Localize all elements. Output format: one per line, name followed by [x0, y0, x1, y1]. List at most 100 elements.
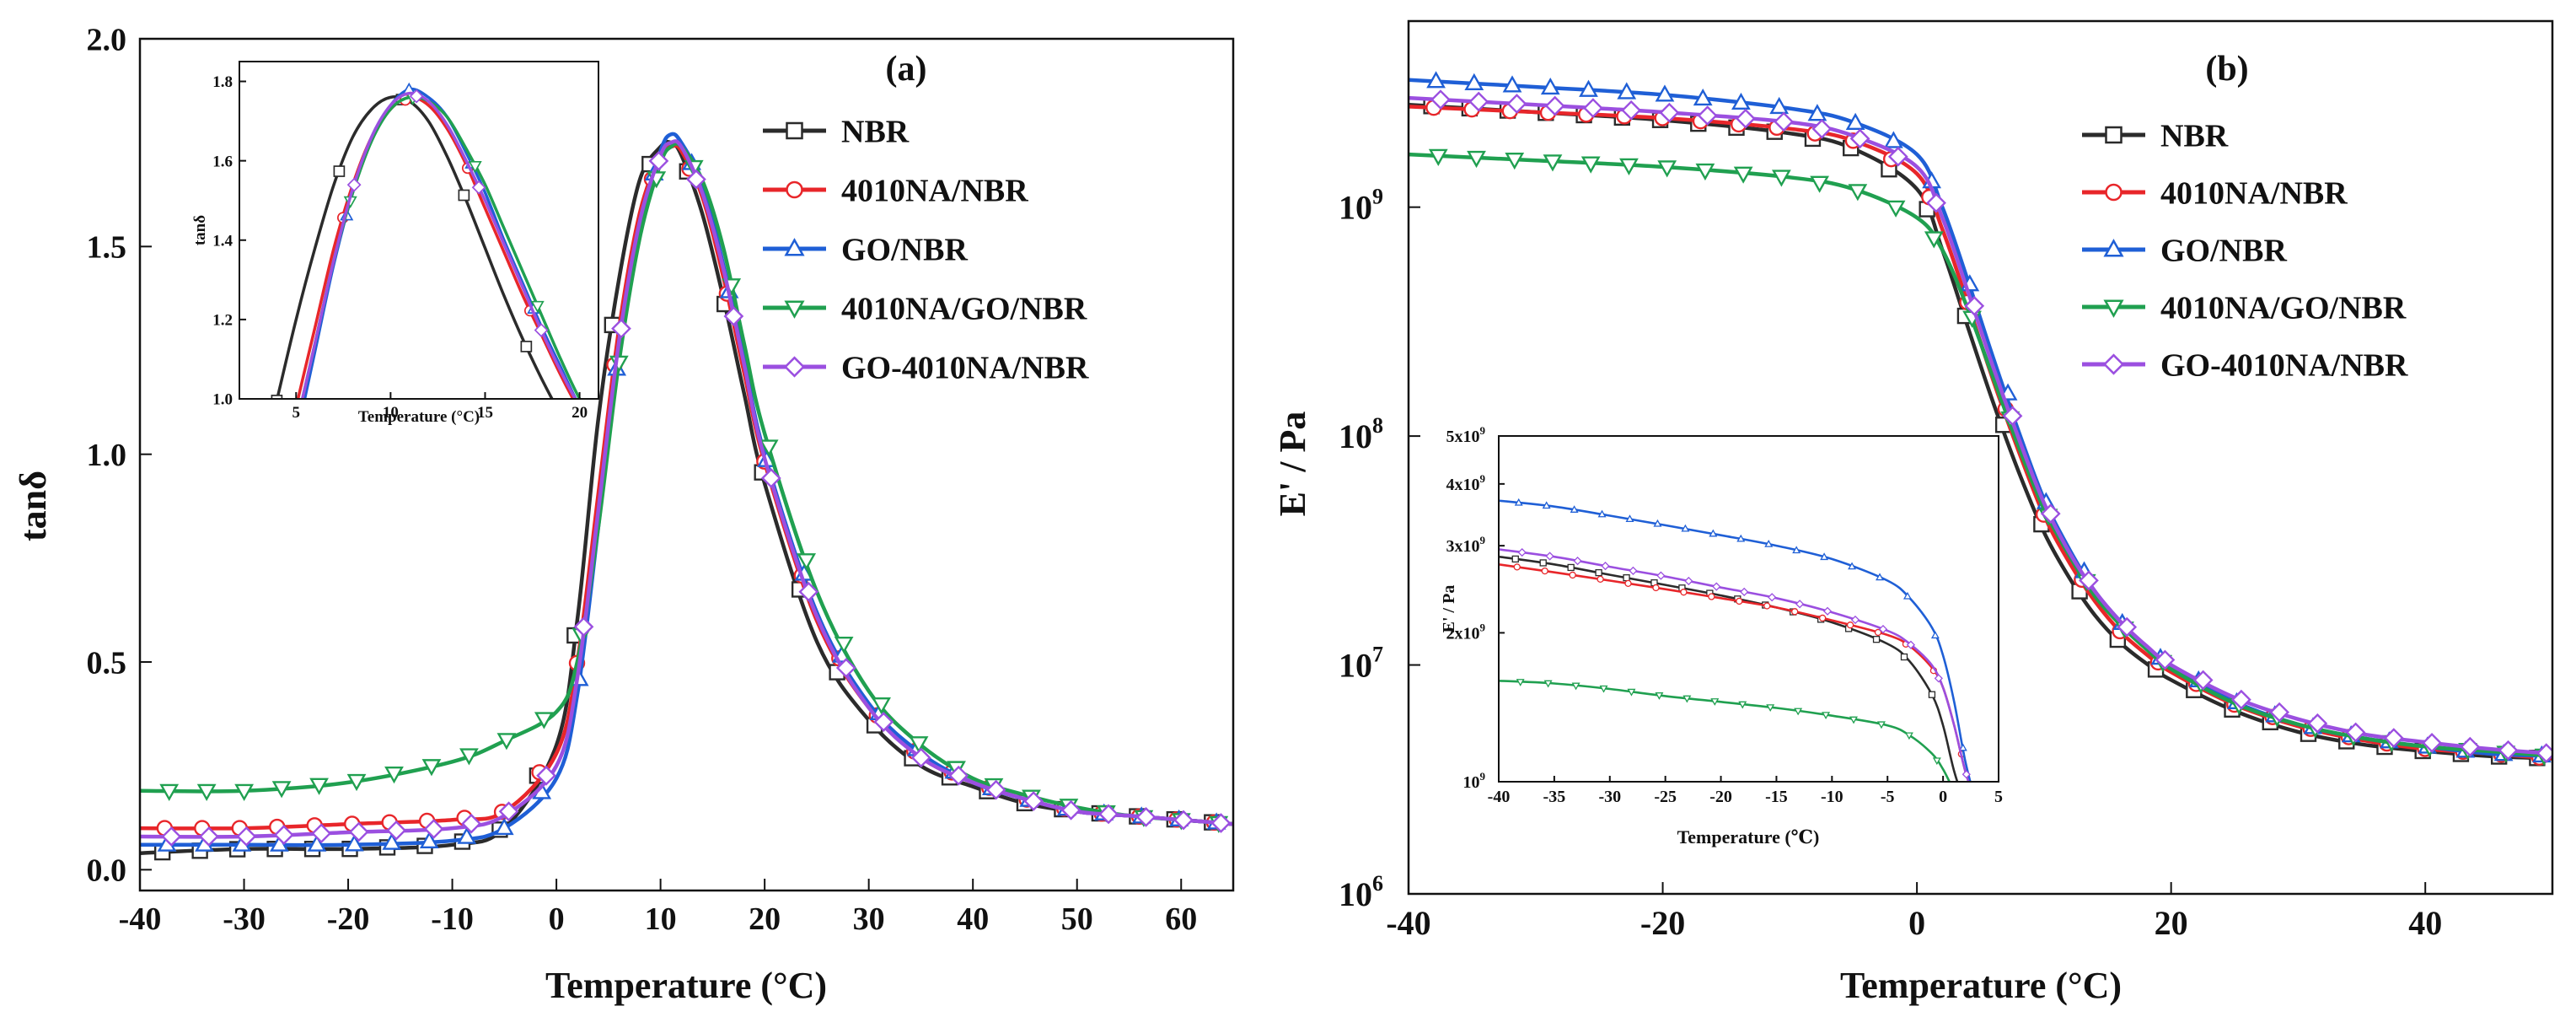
panel-a-x-tick-label: -10	[431, 901, 474, 937]
panel-b-data-point	[1774, 111, 1794, 132]
panel-b-inset-y-tick-label: 3x109	[1446, 534, 1486, 556]
panel-b-inset-data-point	[1599, 685, 1608, 693]
panel-b-data-point	[1657, 160, 1677, 178]
panel-a-data-point	[835, 658, 856, 678]
panel-a-x-tick-label: 60	[1165, 901, 1197, 937]
panel-a-inset-data-point	[534, 323, 549, 337]
panel-b-inset-data-point	[1962, 801, 1968, 807]
panel-b-x-tick-label: 40	[2408, 904, 2442, 942]
panel-a-legend-item: NBR	[763, 115, 910, 150]
panel-b-inset-data-point	[1624, 579, 1632, 588]
panel-b-data-point	[1695, 163, 1715, 181]
panel-a-data-point	[494, 817, 514, 836]
panel-b-inset-x-tick-label: -25	[1654, 788, 1677, 806]
panel-a-data-point	[159, 783, 180, 801]
panel-b-data-point	[2269, 702, 2290, 723]
panel-a-inset-x-tick-label: 15	[477, 404, 493, 422]
panel-b-data-point	[1810, 175, 1830, 193]
panel-a-inset-data-point	[271, 395, 283, 399]
panel-b-inset-data-point	[1656, 571, 1666, 580]
panel-b-legend: NBR 4010NA/NBR GO/NBR 4010NA/GO/NBR GO-4010N…	[2082, 119, 2408, 384]
panel-b-inset-frame	[1498, 435, 1999, 783]
panel-a-inset-x-tick-label: 5	[292, 404, 301, 422]
panel-a-data-point	[457, 826, 477, 844]
panel-b-data-point	[2002, 406, 2023, 427]
panel-b-inset-series-line	[1499, 680, 1951, 782]
panel-a-inset-y-ticks: 1.0 1.2 1.4 1.6 1.8	[212, 73, 246, 409]
panel-b-inset-data-point	[1653, 519, 1662, 527]
panel-b-inset-data-point	[1516, 679, 1525, 686]
panel-b-legend-item: GO-4010NA/NBR	[2082, 348, 2408, 384]
panel-b-inset-series-4010na-go-nbr	[1499, 679, 1968, 807]
panel-a-legend-item: GO/NBR	[763, 233, 968, 268]
panel-b-legend-label: 4010NA/NBR	[2160, 176, 2348, 212]
panel-b-inset-data-point	[1567, 563, 1575, 572]
panel-a-data-point	[271, 781, 292, 799]
panel-b-legend-label: 4010NA/GO/NBR	[2160, 291, 2407, 326]
panel-a-data-point	[797, 553, 817, 571]
panel-a-data-point	[459, 748, 479, 766]
panel-b-inset-data-point	[1818, 614, 1827, 622]
panel-a-data-point	[309, 778, 329, 795]
panel-a-data-point	[873, 712, 894, 732]
panel-b-inset-data-point	[1930, 631, 1940, 639]
panel-a-legend: NBR 4010NA/NBR GO/NBR 4010NA/GO/NBR GO-4010N…	[763, 115, 1089, 386]
panel-b-data-point	[2498, 740, 2519, 761]
panel-a-inset-series-line	[303, 87, 577, 399]
panel-a-data-point	[573, 616, 594, 638]
panel-a-x-tick-label: -20	[327, 901, 370, 937]
panel-b-inset-data-point	[1850, 615, 1860, 625]
panel-b-data-point	[1579, 79, 1598, 97]
panel-b-data-point	[2345, 722, 2366, 743]
panel-b-storage-modulus-chart: -40 -20 0 20 40 106 107 108 109 Temperature (°C…	[1272, 19, 2554, 1006]
panel-a-data-point	[611, 318, 631, 339]
panel-b-inset-data-point	[1569, 571, 1576, 579]
panel-b-inset-x-tick-label: -35	[1543, 788, 1566, 806]
panel-a-inset-data-point	[276, 467, 286, 477]
panel-a-data-point	[1060, 799, 1081, 821]
panel-b-inset-x-tick-label: -40	[1488, 788, 1511, 806]
panel-b-inset-data-point	[1958, 743, 1967, 751]
panel-b-inset-data-point	[1684, 576, 1693, 586]
panel-a-data-point	[161, 826, 182, 847]
panel-a-inset-x-tick-label: 10	[383, 404, 399, 422]
panel-a-inset-data-point	[530, 300, 545, 314]
panel-a-inset-x-ticks: 5 10 15 20	[292, 392, 588, 422]
panel-a-data-point	[419, 831, 439, 848]
panel-b-x-ticks: -40 -20 0 20 40	[1386, 882, 2442, 942]
panel-b-inset-data-point	[1872, 636, 1881, 643]
panel-a-legend-label: GO-4010NA/NBR	[841, 351, 1089, 386]
panel-a-x-tick-label: 50	[1061, 901, 1093, 937]
panel-b-inset-data-point	[1738, 701, 1747, 709]
panel-b-data-point	[1580, 156, 1601, 174]
panel-b-inset-data-point	[1541, 567, 1548, 575]
panel-a-legend-label: GO/NBR	[841, 233, 968, 268]
panel-b-x-tick-label: -20	[1640, 904, 1685, 942]
panel-b-inset-data-point	[1623, 574, 1630, 582]
panel-b-inset-data-point	[1517, 547, 1527, 557]
panel-b-data-point	[1467, 150, 1486, 169]
panel-b-data-point	[1731, 92, 1751, 110]
panel-a-legend-item: 4010NA/NBR	[763, 174, 1028, 209]
panel-b-x-tick-label: -40	[1386, 904, 1430, 942]
panel-b-inset-data-point	[1597, 509, 1607, 518]
panel-a-data-point	[760, 468, 781, 488]
panel-b-y-tick-label: 108	[1339, 413, 1383, 455]
panel-a-data-point	[759, 439, 779, 457]
panel-a-inset-y-axis-label: tanδ	[191, 215, 209, 245]
panel-b-data-point	[2231, 689, 2251, 710]
panel-a-data-point	[196, 783, 217, 801]
panel-b-inset-data-point	[1932, 757, 1941, 766]
panel-a-y-tick-label: 2.0	[87, 22, 127, 57]
panel-b-y-tick-label: 109	[1339, 185, 1383, 227]
panel-b-data-point	[2079, 570, 2099, 591]
panel-a-y-tick-label: 0.0	[87, 853, 127, 889]
panel-b-inset-data-point	[1712, 582, 1721, 591]
panel-b-inset-x-tick-label: 5	[1994, 788, 2003, 806]
panel-b-inset-data-point	[1934, 674, 1943, 683]
panel-b-data-point	[1883, 131, 1903, 148]
panel-b-series-group	[1409, 71, 2552, 767]
panel-a-inset-data-point	[279, 487, 290, 498]
panel-a-series-go-4010na-nbr	[140, 139, 1233, 847]
panel-a-data-point	[386, 820, 407, 841]
